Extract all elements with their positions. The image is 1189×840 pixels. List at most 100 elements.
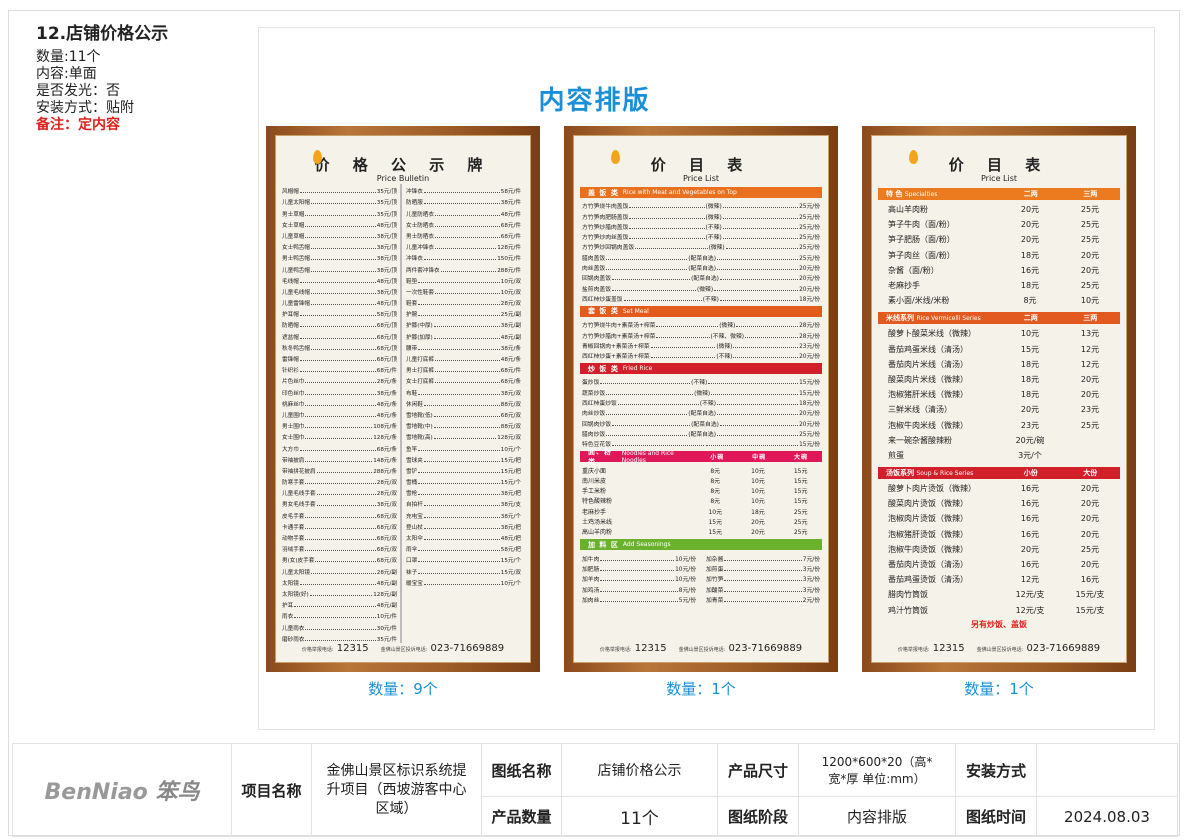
price-row: 男士围巾 108元/条 [282,419,397,430]
board-price-bulletin: 价 格 公 示 牌 Price Bulletin 风帽帽 35元/顶 儿童太阳帽 35… [266,126,540,672]
dot-leader [440,270,497,272]
item-name: 护耳帽 [282,312,299,319]
board-subtitle: Price List [682,174,720,183]
dot-leader [423,539,500,540]
menu-row: 来一碗杂酱酸辣粉 20元/碗 [878,433,1120,448]
item-price: 25元/份 [799,431,821,438]
item-name: 杂酱（面/粉） [888,265,939,275]
item-price: 20元 [1080,529,1100,539]
seasonings-grid: 加牛肉 10元/份 加肥肠 10元/份 加羊肉 10元/份 加鸡汤 8元/份 加肉丝 5元/份 加杂… [580,552,822,604]
item-price: 48元/条 [376,401,397,408]
dot-leader [305,415,376,417]
dot-leader [418,348,500,350]
item-price: 12元 [1080,359,1100,369]
item-note: (不辣、微辣) [710,333,745,340]
item-price: 38元/条 [500,345,521,352]
dot-leader [650,357,716,359]
item-price: 38元/支 [500,502,521,509]
item-name: 护膝(中厚) [406,323,433,330]
item-name: 南川米皮 [582,477,607,485]
price-row: 儿童太阳帽 35元/顶 [282,195,397,206]
dot-leader [423,516,500,518]
qty-value: 11个 [561,796,718,837]
report-phone: 价格举报电话: 12315 [599,643,667,654]
dot-leader [719,424,799,426]
item-note: (配菜自选) [688,431,716,438]
dot-leader [719,279,799,281]
price-row: 遮盆帽 68元/顶 [282,329,397,341]
dot-leader [711,393,799,395]
item-name: 笋子肥肠（面/粉） [888,235,955,245]
item-price: 288元/件 [497,267,521,274]
item-name: 雷锋帽 [282,357,299,363]
board-title: 价 目 表 [948,156,1050,174]
board3-caption: 数量：1个 [964,680,1034,698]
dot-leader [745,336,799,338]
noodle-row: 手工米粉 8元 10元 15元 [580,485,822,495]
item-price: 8元 [710,467,721,475]
section-title-en: Specialties [904,191,938,198]
item-price: 10元/份 [675,577,696,584]
item-name: 加杂酱 [706,556,724,563]
price-row: 雨伞 58元/把 [406,542,521,553]
item-price: 15元 [1020,344,1040,354]
item-price: 68元/双 [376,547,397,554]
dot-leader [305,483,376,485]
item-name: 针织衫 [282,368,299,375]
menu-row: 番茄肉片米线（清汤） 18元 12元 [878,357,1120,372]
item-name: 加羊肉 [582,577,600,584]
item-name: 方竹笋炒腊肉盖饭 [582,224,629,231]
dot-leader [310,270,376,272]
item-price: 10元/个 [500,446,521,453]
dot-leader [617,404,699,406]
price-row: 肉丝盖饭 (配菜自选) 20元/份 [580,262,822,272]
section-header: 汤饭系列 Soup & Rice Series 小份 大份 [878,467,1120,479]
price-row: 腰带 38元/条 [406,341,521,352]
dot-leader [733,346,799,348]
dot-leader [724,569,802,571]
dot-leader [724,590,802,592]
item-price: 20元 [1020,220,1040,230]
item-name: 腊肉竹筒饭 [888,590,928,600]
item-name: 儿童毛线帽 [282,289,310,296]
item-name: 腰带 [406,345,418,352]
price-row: 雪地靴(高) 128元/双 [406,430,521,441]
dot-leader [433,326,500,328]
item-name: 泡椒猪肝米线（微辣） [888,390,968,400]
item-name: 儿童草帽 [282,233,305,240]
item-price: 10元 [751,467,765,475]
item-note: (微辣) [708,245,725,252]
item-name: 带袖披肩 [282,457,305,464]
item-price: 10元/份 [675,556,696,563]
item-price: 20元 [751,519,765,527]
item-name: 番茄肉片烫饭（清汤） [888,560,968,570]
dot-leader [305,214,376,216]
item-name: 鱼竿 [406,446,418,453]
item-price: 28元/双 [376,491,397,498]
item-name: 重庆小面 [582,467,607,475]
dot-leader [623,299,702,301]
price-row: 护膝(加厚) 48元/副 [406,329,521,341]
item-name: 酸菜肉片烫饭（微辣） [888,499,968,509]
item-price: 16元 [1020,529,1040,539]
section-title-en: Soup & Rice Series [916,470,974,477]
item-name: 片色丝巾 [282,379,305,386]
install-value [1036,742,1178,798]
item-price: 48元/副 [500,334,521,341]
dot-leader [294,606,376,608]
menu-row: 笋子牛肉（面/粉） 20元 25元 [878,217,1120,232]
dot-leader [299,315,376,317]
dot-leader [423,583,500,585]
item-price: 10元/份 [675,566,696,573]
item-name: 儿童围巾 [282,412,305,419]
item-price: 15元/把 [500,468,521,475]
menu-row: 酸萝卜酸菜米线（微辣） 10元 13元 [878,326,1120,341]
item-price: 48元/条 [500,357,521,363]
price-row: 加杂酱 7元/份 [704,552,822,563]
price-row: 防晒服 38元/件 [406,195,521,206]
item-price: 38元/把 [500,524,521,531]
dot-leader [650,346,716,348]
item-name: 印色丝巾 [282,390,305,397]
complaint-label: 金佛山景区投诉电话: [976,647,1024,653]
item-name: 酸萝卜酸菜米线（微辣） [888,329,976,339]
